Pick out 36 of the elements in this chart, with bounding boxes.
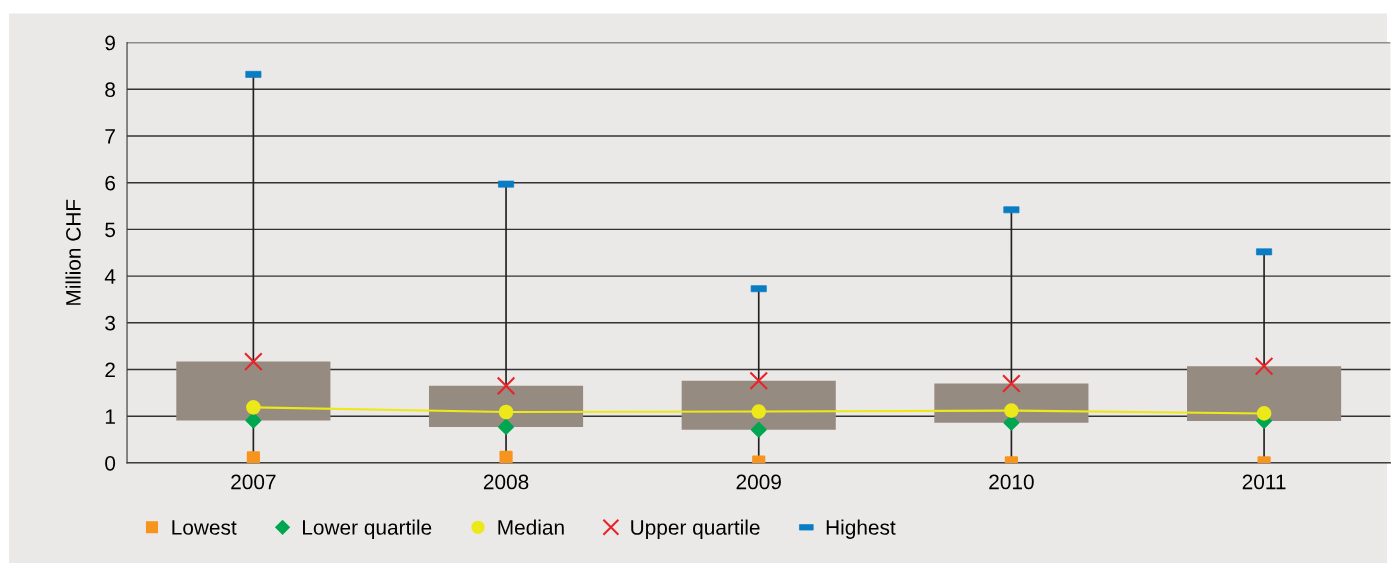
y-tick-label: 3 xyxy=(105,315,116,331)
legend-label: Median xyxy=(498,519,564,535)
point xyxy=(246,451,260,463)
y-tick-label: 2 xyxy=(105,362,115,378)
point xyxy=(244,352,263,371)
point xyxy=(1254,356,1274,376)
x-tick-label: 2008 xyxy=(483,474,529,490)
point xyxy=(749,371,769,391)
legend-label: Upper quartile xyxy=(631,519,760,539)
legend-label: Lower quartile xyxy=(303,519,432,539)
point xyxy=(499,450,513,463)
point xyxy=(246,400,261,415)
y-tick-label: 7 xyxy=(105,129,115,144)
y-tick-label: 0 xyxy=(105,455,116,471)
y-tick-label: 1 xyxy=(105,409,115,424)
y-tick-label: 6 xyxy=(105,175,116,191)
point xyxy=(498,419,514,435)
y-tick-label: 5 xyxy=(105,222,116,238)
legend-label: Highest xyxy=(826,519,896,539)
point xyxy=(1002,374,1021,393)
point xyxy=(750,421,767,438)
x-tick-label: 2009 xyxy=(736,474,781,490)
point xyxy=(1256,406,1272,421)
x-tick-label: 2007 xyxy=(231,474,276,490)
y-axis-title: Million CHF xyxy=(65,199,81,305)
point xyxy=(751,404,767,419)
point xyxy=(498,404,514,420)
y-tick-label: 8 xyxy=(105,82,116,98)
x-tick-label: 2011 xyxy=(1242,474,1286,490)
legend-label: Lowest xyxy=(172,520,237,535)
x-tick-label: 2010 xyxy=(989,474,1034,490)
y-tick-label: 4 xyxy=(104,269,116,284)
point xyxy=(1004,403,1019,418)
y-tick-label: 9 xyxy=(105,35,115,51)
point xyxy=(245,412,262,429)
point xyxy=(496,376,516,396)
